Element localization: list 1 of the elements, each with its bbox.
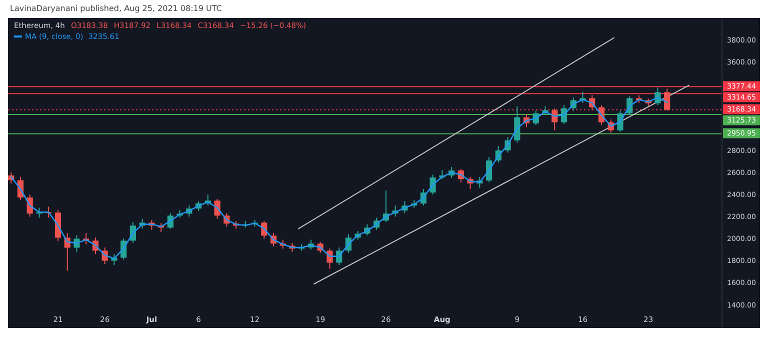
chart-subtitle: LavinaDaryanani published, Aug 25, 2021 08:19 UTC <box>10 4 222 13</box>
